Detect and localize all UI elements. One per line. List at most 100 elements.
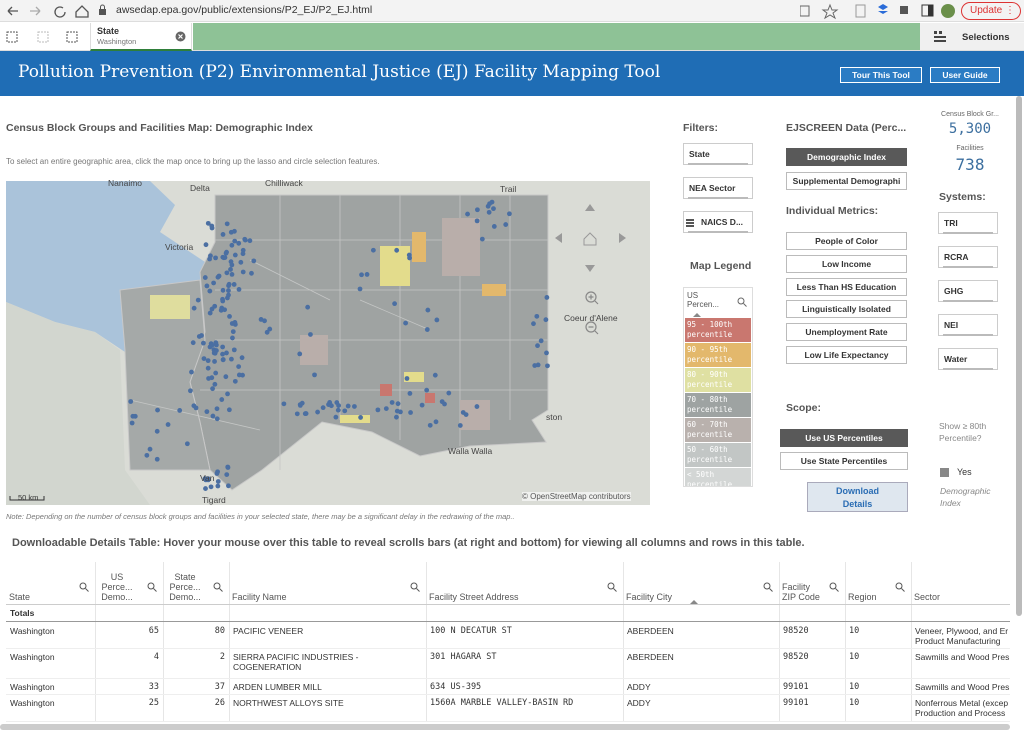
search-icon[interactable] bbox=[895, 582, 905, 592]
table-cell[interactable]: 2 bbox=[219, 652, 225, 662]
table-cell[interactable]: 10 bbox=[849, 626, 860, 636]
system-box[interactable]: RCRA bbox=[938, 246, 998, 268]
table-cell[interactable]: 37 bbox=[214, 682, 225, 692]
table-cell[interactable]: 99101 bbox=[783, 682, 809, 692]
system-box[interactable]: Water bbox=[938, 348, 998, 370]
table-cell[interactable]: Sawmills and Wood Pres bbox=[915, 652, 1010, 662]
facility-dot bbox=[154, 428, 160, 434]
column-header[interactable]: State bbox=[9, 592, 31, 602]
pan-up[interactable] bbox=[585, 204, 595, 211]
clear-icon[interactable] bbox=[175, 31, 186, 42]
metric-button[interactable]: Linguistically Isolated bbox=[786, 300, 907, 319]
table-cell[interactable]: 99101 bbox=[783, 698, 809, 708]
table-cell[interactable]: Washington bbox=[10, 698, 55, 708]
search-icon[interactable] bbox=[763, 582, 773, 592]
legend-item[interactable]: 95 - 100th percentile bbox=[685, 318, 751, 342]
column-header[interactable]: Region bbox=[848, 592, 877, 602]
table-cell[interactable]: 1560A MARBLE VALLEY-BASIN RD bbox=[430, 698, 574, 708]
table-cell[interactable]: Washington bbox=[10, 652, 55, 662]
filter-box[interactable]: NEA Sector bbox=[683, 177, 753, 199]
search-icon[interactable] bbox=[213, 582, 223, 592]
column-header[interactable]: Facility City bbox=[626, 592, 673, 602]
table-cell[interactable]: SIERRA PACIFIC INDUSTRIES - COGENERATION bbox=[233, 652, 359, 672]
search-icon[interactable] bbox=[79, 582, 89, 592]
search-icon[interactable] bbox=[147, 582, 157, 592]
legend-item[interactable]: 70 - 80th percentile bbox=[685, 393, 751, 417]
table-cell[interactable]: 33 bbox=[148, 682, 159, 692]
tour-button[interactable]: Tour This Tool bbox=[840, 67, 922, 83]
metric-button[interactable]: Unemployment Rate bbox=[786, 323, 907, 342]
legend-item[interactable]: < 50th percentile bbox=[685, 468, 751, 486]
table-cell[interactable]: 65 bbox=[148, 626, 159, 636]
table-cell[interactable]: Nonferrous Metal (excep Production and P… bbox=[915, 698, 1009, 718]
search-icon[interactable] bbox=[410, 582, 420, 592]
table-cell[interactable]: PACIFIC VENEER bbox=[233, 626, 304, 636]
zoom-controls[interactable] bbox=[585, 291, 599, 335]
dataset-button[interactable]: Demographic Index bbox=[786, 148, 907, 166]
vertical-scrollbar[interactable] bbox=[1016, 96, 1022, 616]
url[interactable]: awsedap.epa.gov/public/extensions/P2_EJ/… bbox=[116, 4, 373, 16]
search-icon[interactable] bbox=[737, 297, 747, 307]
home[interactable] bbox=[583, 232, 597, 246]
guide-button[interactable]: User Guide bbox=[930, 67, 1000, 83]
filter-box[interactable]: State bbox=[683, 143, 753, 165]
table-cell[interactable]: 10 bbox=[849, 652, 860, 662]
column-header[interactable]: Facility ZIP Code bbox=[782, 582, 820, 602]
legend-item[interactable]: 90 - 95th percentile bbox=[685, 343, 751, 367]
download-button[interactable]: Download Details bbox=[807, 482, 908, 512]
table-cell[interactable]: ABERDEEN bbox=[627, 626, 674, 636]
table-cell[interactable]: Washington bbox=[10, 626, 55, 636]
dataset-button[interactable]: Supplemental Demographi bbox=[786, 172, 907, 190]
table-cell[interactable]: NORTHWEST ALLOYS SITE bbox=[233, 698, 344, 708]
column-header[interactable]: US Perce... Demo... bbox=[101, 572, 133, 602]
search-icon[interactable] bbox=[829, 582, 839, 592]
scope-button[interactable]: Use State Percentiles bbox=[780, 452, 908, 470]
scope-button[interactable]: Use US Percentiles bbox=[780, 429, 908, 447]
table-cell[interactable]: 100 N DECATUR ST bbox=[430, 626, 512, 636]
pan-right[interactable] bbox=[619, 233, 626, 243]
table-cell[interactable]: 301 HAGARA ST bbox=[430, 652, 497, 662]
details-table[interactable]: State US Perce... Demo... State Perce... D… bbox=[0, 562, 1010, 722]
table-cell[interactable]: 4 bbox=[153, 652, 159, 662]
metric-button[interactable]: Low Life Expectancy bbox=[786, 346, 907, 364]
filter-box[interactable]: NAICS D... bbox=[683, 211, 753, 233]
selection-tab[interactable]: State Washington bbox=[90, 23, 192, 51]
table-cell[interactable]: ABERDEEN bbox=[627, 652, 674, 662]
metric-button[interactable]: Less Than HS Education bbox=[786, 277, 907, 296]
metric-button[interactable]: People of Color bbox=[786, 232, 907, 250]
table-cell[interactable]: 25 bbox=[148, 698, 159, 708]
metric-button[interactable]: Low Income bbox=[786, 254, 907, 273]
pan-down[interactable] bbox=[585, 265, 595, 272]
table-cell[interactable]: 10 bbox=[849, 698, 860, 708]
column-header[interactable]: Facility Name bbox=[232, 592, 287, 602]
update-button[interactable]: Update ⋮ bbox=[961, 2, 1021, 20]
system-box[interactable]: TRI bbox=[938, 212, 998, 234]
selections-button[interactable]: Selections bbox=[920, 23, 1024, 50]
horizontal-scrollbar[interactable] bbox=[0, 724, 1010, 730]
checkbox[interactable] bbox=[940, 468, 949, 477]
table-cell[interactable]: ADDY bbox=[627, 682, 651, 692]
table-cell[interactable]: 98520 bbox=[783, 652, 809, 662]
table-cell[interactable]: ARDEN LUMBER MILL bbox=[233, 682, 322, 692]
legend-item[interactable]: 60 - 70th percentile bbox=[685, 418, 751, 442]
table-cell[interactable]: 98520 bbox=[783, 626, 809, 636]
table-cell[interactable]: Veneer, Plywood, and Er Product Manufact… bbox=[915, 626, 1009, 646]
table-cell[interactable]: 26 bbox=[214, 698, 225, 708]
table-cell[interactable]: 634 US-395 bbox=[430, 682, 482, 692]
table-cell[interactable]: 80 bbox=[214, 626, 225, 636]
table-cell[interactable]: 10 bbox=[849, 682, 860, 692]
table-cell[interactable]: Washington bbox=[10, 682, 55, 692]
system-box[interactable]: GHG bbox=[938, 280, 998, 302]
legend-item[interactable]: 50 - 60th percentile bbox=[685, 443, 751, 467]
map[interactable] bbox=[6, 181, 650, 505]
table-cell[interactable]: Sawmills and Wood Pres bbox=[915, 682, 1010, 692]
column-header[interactable]: Sector bbox=[914, 592, 941, 602]
map-navigation[interactable] bbox=[555, 204, 626, 272]
column-header[interactable]: Facility Street Address bbox=[429, 592, 519, 602]
search-icon[interactable] bbox=[607, 582, 617, 592]
pan-left[interactable] bbox=[555, 233, 562, 243]
column-header[interactable]: State Perce... Demo... bbox=[169, 572, 201, 602]
table-cell[interactable]: ADDY bbox=[627, 698, 651, 708]
legend-item[interactable]: 80 - 90th percentile bbox=[685, 368, 751, 392]
system-box[interactable]: NEI bbox=[938, 314, 998, 336]
